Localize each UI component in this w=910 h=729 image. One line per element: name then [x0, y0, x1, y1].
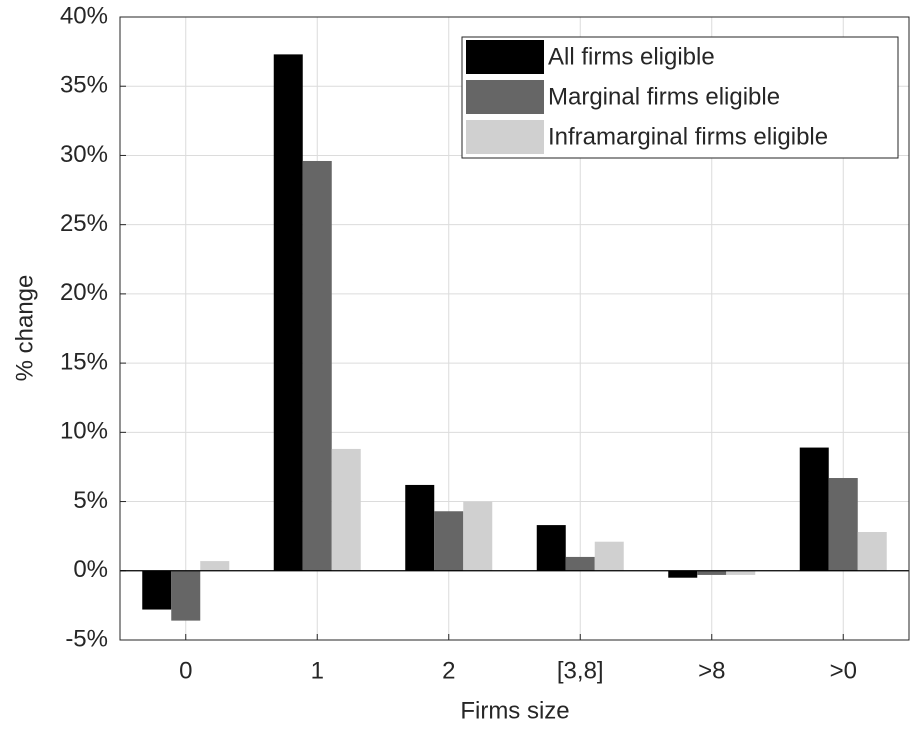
bar: [536, 525, 566, 571]
x-tick-label: >0: [830, 657, 857, 684]
legend-swatch: [466, 80, 544, 114]
plot-frame: [119, 16, 910, 641]
x-axis-label: Firms size: [460, 697, 569, 724]
x-tick-label: [3,8]: [557, 657, 604, 684]
bar: [726, 570, 756, 575]
bar: [565, 556, 595, 571]
bar: [434, 511, 464, 571]
y-tick-label: 25%: [60, 210, 108, 237]
y-tick-label: 15%: [60, 348, 108, 375]
bar: [171, 570, 201, 621]
bar: [857, 532, 887, 571]
y-tick-label: 20%: [60, 279, 108, 306]
legend-swatch: [466, 120, 544, 154]
y-tick-label: 30%: [60, 141, 108, 168]
bar: [302, 160, 332, 571]
legend-label: Marginal firms eligible: [548, 83, 780, 110]
x-tick-label: 2: [442, 657, 455, 684]
bar: [463, 501, 493, 571]
bar: [799, 447, 829, 571]
bar: [405, 484, 435, 571]
x-tick-label: >8: [698, 657, 725, 684]
y-tick-label: -5%: [65, 625, 108, 652]
legend-label: All firms eligible: [548, 43, 715, 70]
y-tick-label: 35%: [60, 72, 108, 99]
bar: [200, 561, 230, 571]
bar: [142, 570, 172, 610]
bar: [273, 54, 303, 571]
x-tick-label: 1: [311, 657, 324, 684]
bar: [668, 570, 698, 578]
bar: [331, 448, 361, 571]
y-tick-label: 10%: [60, 418, 108, 445]
y-tick-label: 5%: [73, 487, 108, 514]
y-tick-label: 40%: [60, 2, 108, 29]
y-tick-label: 0%: [73, 556, 108, 583]
bar: [828, 478, 858, 571]
legend-swatch: [466, 40, 544, 74]
x-tick-label: 0: [179, 657, 192, 684]
legend-label: Inframarginal firms eligible: [548, 123, 828, 150]
bar: [697, 570, 727, 575]
y-axis-label: % change: [11, 275, 38, 382]
bar: [594, 541, 624, 571]
